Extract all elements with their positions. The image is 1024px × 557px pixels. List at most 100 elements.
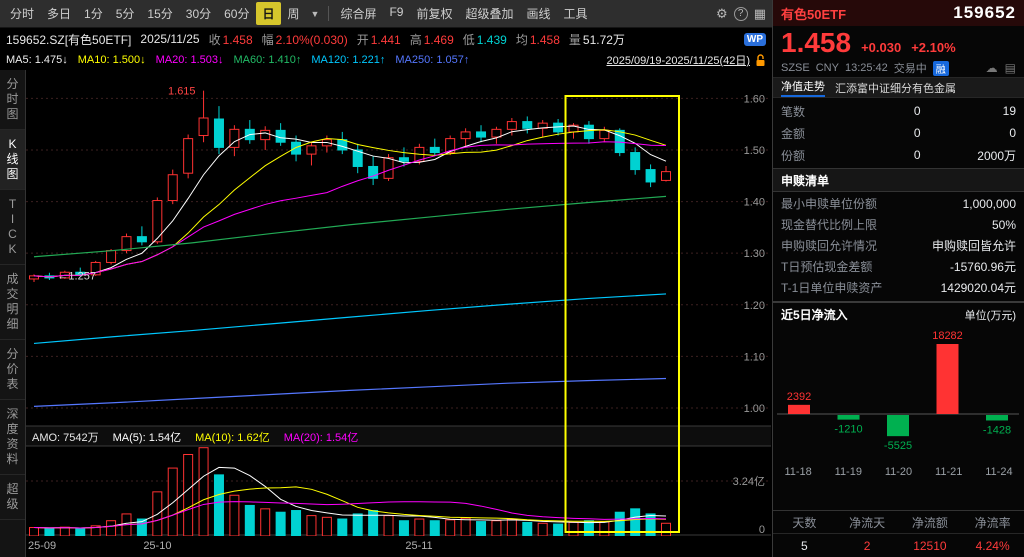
flow-value-label: -1428 [983,424,1011,436]
counts-row: 金额 0 0 [781,122,1016,144]
sidebar-item-entry[interactable]: 深 度 资 料 [0,400,25,475]
session-status: 交易中 [893,63,927,75]
flow-date-label: 11-19 [834,466,862,478]
gear-icon[interactable]: ⚙ [716,6,728,21]
quote-fields: 收 1.458 幅 2.10%(0.030) 开 1.441 高 1.469 低 1.439 均 1.… [209,31,625,48]
margin-badge[interactable]: 融 [932,60,949,76]
subscription-row: 现金替代比例上限 50% [781,214,1016,235]
candle-body [198,117,209,137]
price-tick-label: 1.30 [744,248,765,260]
candle-body [614,129,625,154]
ma-line-long [33,377,667,407]
toolbar-icon-group: ⚙? ▦ [716,6,768,21]
period-button[interactable]: 多日 [47,7,72,21]
list-icon[interactable]: ▤ [1004,61,1016,75]
volume-bar [414,518,425,536]
period-button[interactable]: 30分 [185,7,212,21]
volume-bar [213,474,224,536]
quote-field: 均 1.458 [516,31,560,48]
candle-body [522,121,533,129]
toolbar-button[interactable]: F9 [389,5,404,19]
volume-bar [44,527,55,536]
period-button[interactable]: 分时 [10,7,35,21]
volume-bar [29,527,39,536]
quote-bar: 159652.SZ[有色50ETF] 2025/11/25 收 1.458 幅 2.1… [0,28,772,50]
chart-area: 1.60 1.50 1.40 1.30 1.20 1.10 1.00 3.24亿 0 1.615 ←… [26,70,772,557]
counts-value-1: 0 [913,104,921,118]
counts-value-1: 0 [913,126,921,140]
toolbar-button[interactable]: 画线 [526,7,551,21]
period-button[interactable]: 60分 [224,7,250,21]
flow-title: 近5日净流入 [781,308,848,322]
ma-values: MA5: 1.475↓ MA10: 1.500↓ MA20: 1.503↓ MA60:… [6,54,469,66]
volume-ma-line [33,501,667,529]
sidebar-item-entry[interactable]: T I C K [0,190,25,265]
candle-body [661,171,671,181]
volume-bar [352,513,363,536]
volume-bar [460,517,471,536]
cloud-icon[interactable]: ☁ [985,61,998,75]
flow-unit: 单位(万元) [964,309,1016,322]
flow-date-label: 11-21 [935,466,963,478]
fund-name: 汇添富中证细分有色金属 [835,82,956,95]
quote-field-label: 幅 [261,32,274,47]
flow-value-label: -1210 [834,424,862,436]
sidebar-item-entry[interactable]: 超 级 [0,475,25,520]
stats-header: 净流率 [974,515,1011,530]
candle-body [445,138,456,154]
candle-body [368,165,379,179]
apps-icon[interactable]: ▦ [753,6,766,21]
date-range-group: 2025/09/19-2025/11/25(42日) [606,52,766,68]
stats-header-row: 天数 净流天 净流额 净流率 [773,511,1024,534]
subscription-value: 1,000,000 [962,196,1016,211]
tab-nav-trend[interactable]: 净值走势 [781,78,825,97]
stats-header: 净流额 [911,515,948,530]
sidebar-item-active[interactable]: K 线 图 [0,130,25,190]
toolbar-button[interactable]: 超级叠加 [465,7,514,21]
volume-bar [59,526,70,536]
ma-line-long [33,293,667,345]
period-button[interactable]: 日 [256,2,281,25]
candle-body [106,250,117,263]
volume-ma-line [33,466,667,529]
sidebar-item-entry[interactable]: 成 交 明 细 [0,265,25,340]
date-range[interactable]: 2025/09/19-2025/11/25(42日) [606,55,750,67]
period-button[interactable]: 5分 [115,7,135,21]
quote-field-value: 1.458 [529,32,560,47]
candle-body [476,131,487,138]
period-button[interactable]: 周 [287,7,300,21]
candle-body [506,121,517,130]
ma-indicator-bar: MA5: 1.475↓ MA10: 1.500↓ MA20: 1.503↓ MA60:… [0,50,772,70]
volume-bar [368,510,379,536]
lock-icon[interactable] [755,53,766,67]
toolbar-button[interactable]: 工具 [563,7,588,21]
period-button[interactable]: 15分 [147,7,173,21]
help-icon[interactable]: ? [733,6,748,21]
instrument-name[interactable]: 有色50ETF [781,6,847,22]
period-button[interactable]: 1分 [84,7,103,21]
quote-field: 开 1.441 [357,31,401,48]
chevron-down-icon[interactable]: ▼ [310,8,320,19]
net-inflow-chart[interactable]: 2392 -1210 -5525 18282 -1428 [773,326,1023,466]
order-counts-table: 笔数 0 19 金额 0 0 份额 0 2000万 [773,98,1024,168]
sidebar-item-entry[interactable]: 分 价 表 [0,340,25,400]
sidebar-item-entry[interactable]: 分 时 图 [0,70,25,130]
volume-bar [568,521,579,536]
price-row: 1.458 +0.030 +2.10% [773,26,1024,59]
candle-body [599,129,610,140]
subscription-section-title[interactable]: 申赎清单 [773,168,1024,192]
x-axis-month-label: 25-10 [143,540,172,552]
kline-chart[interactable]: 1.60 1.50 1.40 1.30 1.20 1.10 1.00 3.24亿 0 1.615 ←… [26,70,771,536]
toolbar-button[interactable]: 前复权 [416,7,453,21]
x-axis-month-label: 25-11 [405,540,433,552]
flow-bar [936,344,959,414]
counts-value-1: 0 [913,148,921,162]
candle-body [136,236,147,243]
toolbar-button[interactable]: 综合屏 [340,7,377,21]
wp-badge[interactable]: WP [743,32,766,46]
quote-field: 高 1.469 [410,31,454,48]
quote-field-label: 量 [568,32,581,47]
chart-column: 分时 多日 1分 5分 15分 30分 60分日周 ▼ 综合屏 F9 前复权 超级叠加 画线 工具 ⚙… [0,0,772,557]
flow-date-label: 11-18 [784,466,812,478]
